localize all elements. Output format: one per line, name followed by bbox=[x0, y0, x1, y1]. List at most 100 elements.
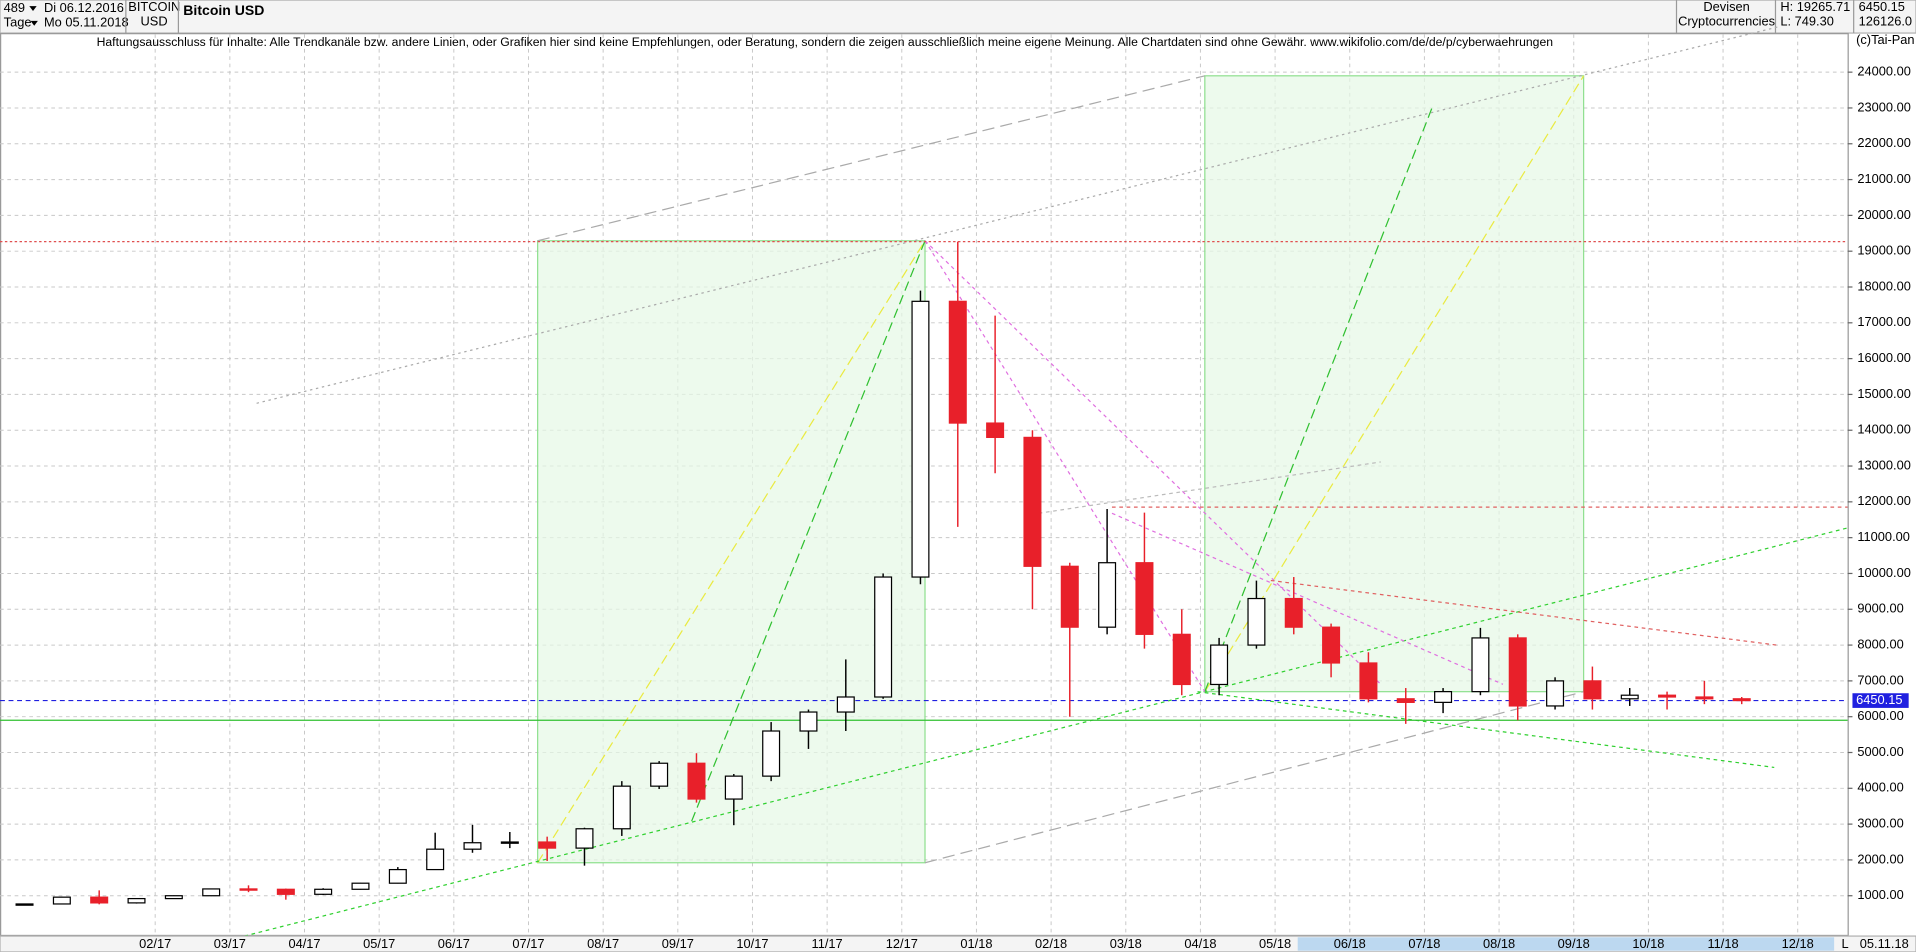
candle-body bbox=[52, 896, 71, 905]
y-tick-label: 21000.00 bbox=[1857, 171, 1911, 186]
trend-line bbox=[1111, 512, 1504, 685]
last: 6450.15 bbox=[1859, 0, 1905, 14]
channel-line bbox=[256, 26, 1779, 404]
disclaimer: Haftungsausschluss für Inhalte: Alle Tre… bbox=[97, 35, 1553, 49]
scale-mode[interactable]: L bbox=[1841, 936, 1848, 951]
dropdown-arrow bbox=[30, 20, 38, 26]
candle-body bbox=[1620, 694, 1639, 700]
count-unit[interactable]: Tage bbox=[4, 15, 32, 30]
trend-line bbox=[537, 240, 926, 864]
candle-body bbox=[164, 895, 183, 900]
candle-body bbox=[874, 576, 893, 698]
x-tick-label: 05/18 bbox=[1259, 936, 1291, 951]
y-tick-label: 6000.00 bbox=[1857, 708, 1903, 723]
x-tick-label: 10/18 bbox=[1632, 936, 1664, 951]
x-tick-label: 04/18 bbox=[1184, 936, 1216, 951]
candle-body bbox=[1546, 680, 1565, 707]
x-tick-label: 07/17 bbox=[512, 936, 544, 951]
y-tick-label: 4000.00 bbox=[1857, 780, 1903, 795]
y-tick-label: 22000.00 bbox=[1857, 135, 1911, 150]
y-tick-label: 12000.00 bbox=[1857, 493, 1911, 508]
x-tick-label: 06/18 bbox=[1334, 936, 1366, 951]
candle-body bbox=[388, 868, 407, 884]
x-tick-label: 11/18 bbox=[1707, 936, 1738, 951]
candle-body bbox=[575, 828, 594, 849]
count[interactable]: 489 bbox=[4, 0, 25, 15]
candle-body bbox=[1508, 637, 1527, 707]
candle-body bbox=[1658, 694, 1677, 698]
candle-body bbox=[15, 903, 34, 906]
y-tick-label: 9000.00 bbox=[1857, 601, 1903, 616]
last-price-label: 6450.15 bbox=[1856, 692, 1902, 707]
trend-line bbox=[691, 240, 926, 822]
trend-line bbox=[1204, 75, 1585, 692]
candle-body bbox=[500, 841, 519, 844]
x-tick-label: 12/17 bbox=[886, 936, 918, 951]
candle-body bbox=[836, 696, 855, 713]
x-tick-label: 10/17 bbox=[736, 936, 768, 951]
candle-body bbox=[687, 762, 706, 800]
y-tick-label: 11000.00 bbox=[1857, 529, 1910, 544]
candle-body bbox=[538, 841, 557, 849]
volume: 126126.0 bbox=[1859, 13, 1913, 28]
axis-layer: 1000.00 2000.00 3000.00 4000.00 5000.00 6000.… bbox=[139, 64, 1911, 951]
x-tick-label: 09/17 bbox=[662, 936, 694, 951]
y-tick-label: 8000.00 bbox=[1857, 636, 1903, 651]
y-tick-label: 2000.00 bbox=[1857, 851, 1903, 866]
y-tick-label: 7000.00 bbox=[1857, 672, 1903, 687]
candle-body bbox=[1359, 662, 1378, 700]
trend-line bbox=[924, 240, 1382, 685]
candle-body bbox=[314, 888, 333, 895]
currency: USD bbox=[141, 13, 168, 28]
candle-body bbox=[948, 300, 967, 424]
candle-body bbox=[1322, 626, 1341, 664]
y-tick-label: 16000.00 bbox=[1857, 350, 1911, 365]
y-tick-label: 18000.00 bbox=[1857, 278, 1911, 293]
candle-body bbox=[1284, 597, 1303, 628]
x-tick-label: 03/17 bbox=[214, 936, 246, 951]
candle-body bbox=[650, 762, 669, 787]
drawings bbox=[244, 26, 1848, 937]
x-tick-label: 11/17 bbox=[812, 936, 843, 951]
candle-body bbox=[426, 848, 445, 871]
candle-body bbox=[1471, 637, 1490, 693]
candle-body bbox=[1396, 698, 1415, 703]
candle-body bbox=[1210, 644, 1229, 686]
y-tick-label: 19000.00 bbox=[1857, 243, 1911, 258]
end-date: Mo 05.11.2018 bbox=[44, 15, 129, 30]
x-tick-label: 02/17 bbox=[139, 936, 171, 951]
candle-body bbox=[799, 711, 818, 732]
x-tick-label: 08/18 bbox=[1483, 936, 1515, 951]
channel-line bbox=[924, 691, 1584, 864]
low: L: 749.30 bbox=[1780, 13, 1834, 28]
symbol: BITCOIN bbox=[128, 0, 180, 14]
last-price-tag bbox=[1852, 693, 1909, 708]
y-tick-label: 3000.00 bbox=[1857, 816, 1903, 831]
candle-body bbox=[1695, 696, 1714, 700]
x-tick-label: 06/17 bbox=[438, 936, 470, 951]
candle-body bbox=[1135, 562, 1154, 635]
x-tick-label: 12/18 bbox=[1782, 936, 1814, 951]
candle-body bbox=[202, 888, 221, 897]
trend-line bbox=[1204, 107, 1433, 692]
mark-layer bbox=[0, 241, 1848, 906]
trend-line bbox=[1270, 579, 1778, 646]
instrument-name: Bitcoin USD bbox=[183, 2, 264, 18]
x-tick-label: 05/17 bbox=[363, 936, 395, 951]
trend-line bbox=[924, 240, 1206, 692]
x-tick-label: 04/17 bbox=[288, 936, 320, 951]
candle-body bbox=[986, 422, 1005, 439]
candle-body bbox=[1247, 597, 1266, 646]
y-tick-label: 17000.00 bbox=[1857, 314, 1911, 329]
candle-body bbox=[911, 300, 930, 578]
candle-body bbox=[612, 785, 631, 830]
y-tick-label: 13000.00 bbox=[1857, 457, 1911, 472]
copyright: (c)Tai-Pan bbox=[1856, 32, 1914, 47]
y-tick-label: 10000.00 bbox=[1857, 565, 1911, 580]
candle-body bbox=[90, 896, 109, 904]
candle-body bbox=[1098, 562, 1117, 628]
candle-body bbox=[276, 888, 295, 895]
header-bar bbox=[0, 0, 1916, 34]
